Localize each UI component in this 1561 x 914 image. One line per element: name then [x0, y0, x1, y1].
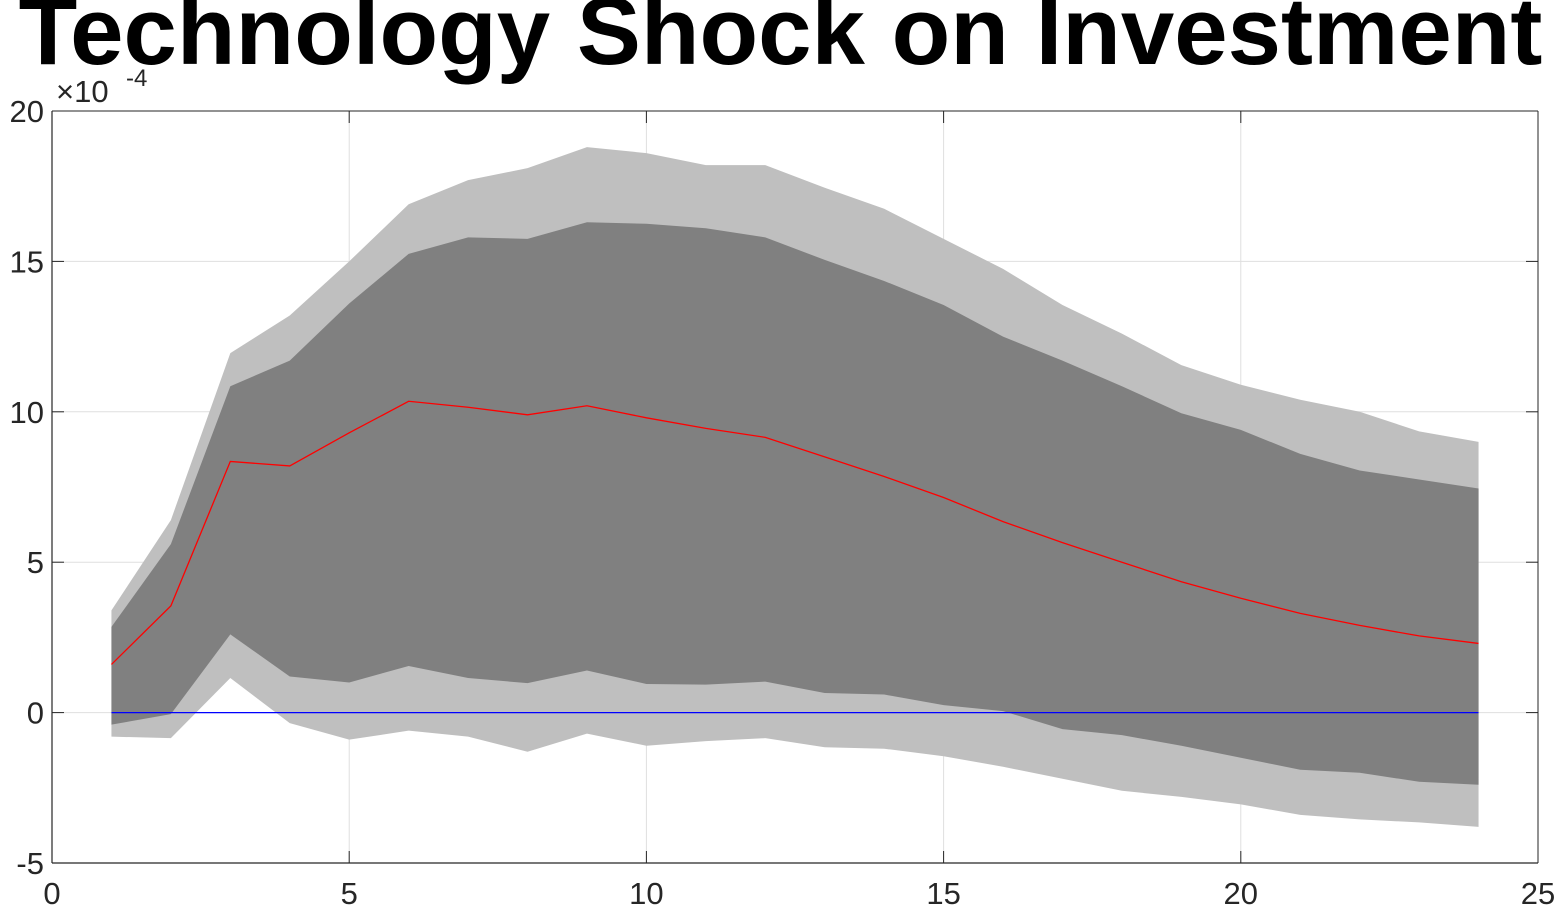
- y-tick-label: 5: [27, 545, 44, 580]
- x-tick-label: 10: [629, 876, 663, 911]
- chart-title: Technology Shock on Investment: [18, 0, 1543, 85]
- y-tick-label: 20: [10, 94, 44, 129]
- x-tick-label: 0: [43, 876, 60, 911]
- series-lines: [110, 400, 1479, 714]
- confidence-bands: [111, 147, 1479, 827]
- x-tick-label: 5: [341, 876, 358, 911]
- y-tick-label: 10: [10, 395, 44, 430]
- y-exponent-superscript: -4: [126, 65, 147, 92]
- x-tick-label: 20: [1224, 876, 1258, 911]
- x-tick-label: 25: [1521, 876, 1555, 911]
- axes: [51, 110, 1539, 864]
- y-exponent-label: ×10: [56, 74, 109, 109]
- y-tick-label: 15: [10, 244, 44, 279]
- median-line: [110, 400, 1479, 665]
- x-tick-label: 15: [926, 876, 960, 911]
- inner-band: [111, 222, 1479, 785]
- y-tick-label: -5: [16, 846, 44, 881]
- y-tick-label: 0: [27, 696, 44, 731]
